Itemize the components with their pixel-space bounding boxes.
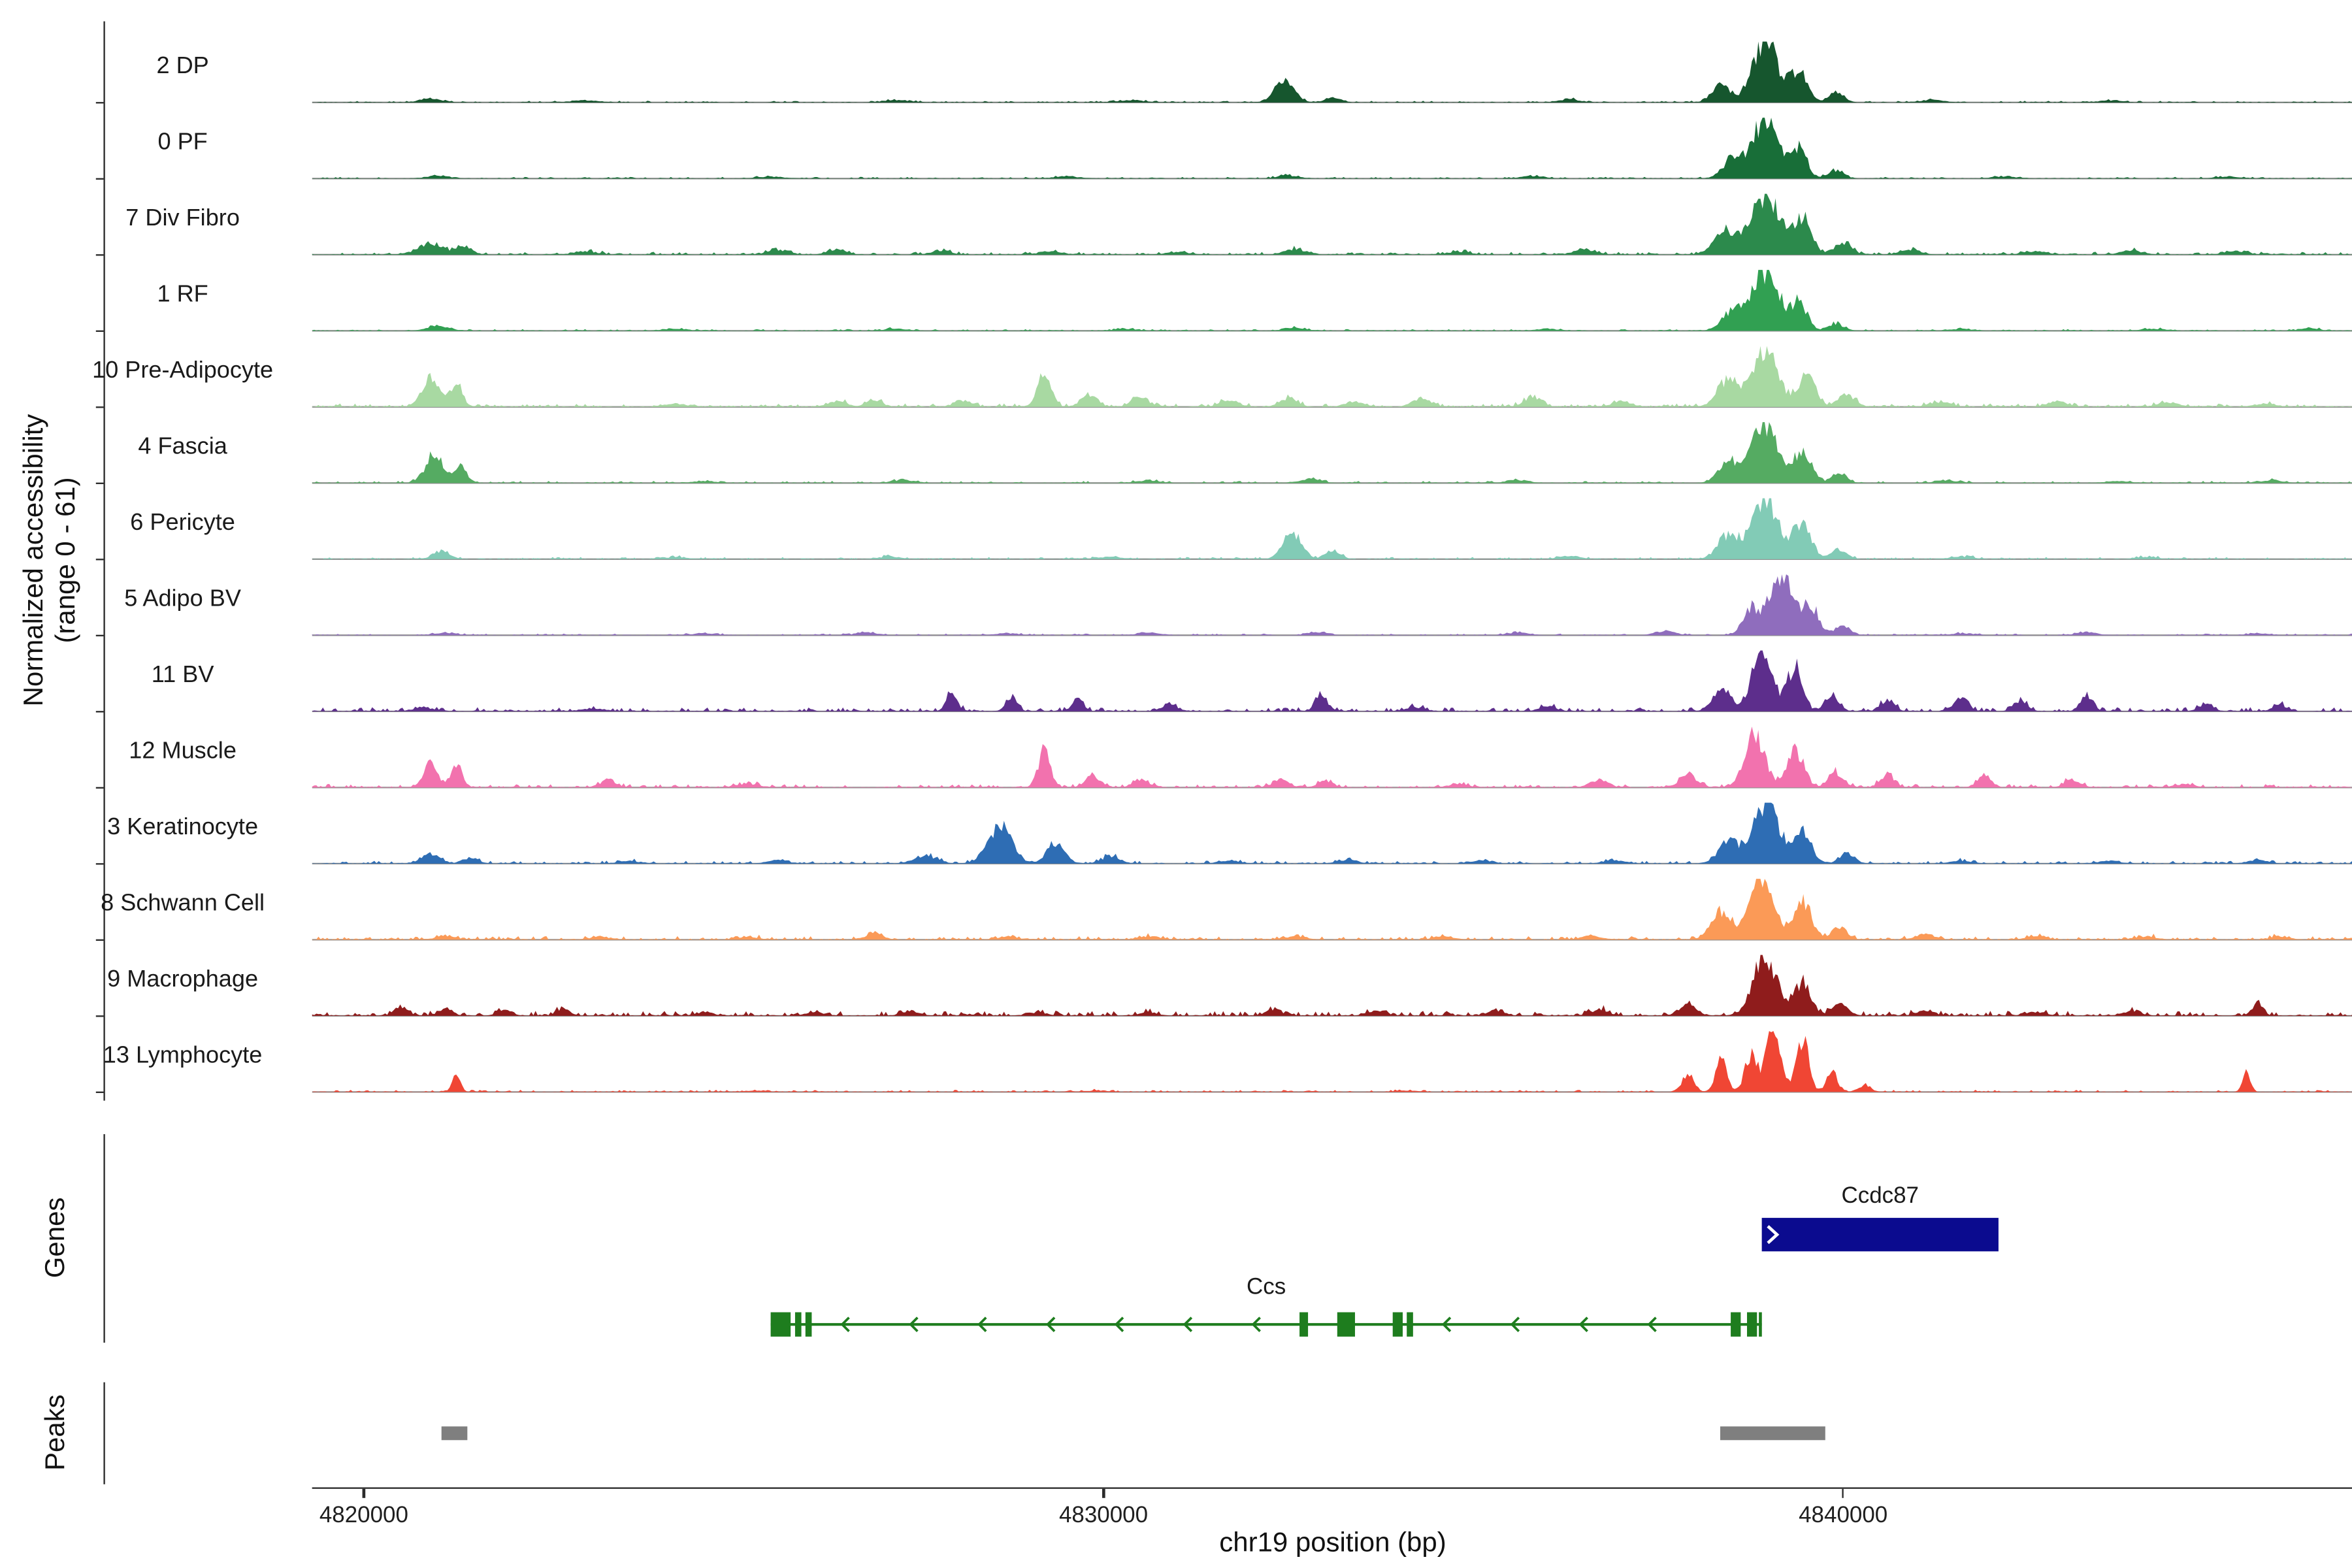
track-label: 12 Muscle [129,738,237,764]
track-label: 10 Pre-Adipocyte [92,357,274,384]
peak-region [1720,1426,1825,1441]
track-axis-tick [95,710,104,713]
track-row: 1 RF [0,255,2352,332]
x-axis-title: chr19 position (bp) [1219,1527,1446,1558]
genes-axis-line [103,1134,105,1343]
x-axis-tick-label: 4830000 [1058,1502,1149,1529]
track-axis-tick [95,406,104,408]
track-signal [312,498,2352,561]
track-row: 6 Pericyte [0,484,2352,561]
genes-section-label: Genes [39,1197,70,1279]
track-signal [312,270,2352,332]
track-axis-tick [95,634,104,636]
peak-region [441,1426,467,1441]
track-axis-tick [95,787,104,789]
x-axis-tick [1102,1488,1105,1498]
track-label: 6 Pericyte [130,510,235,536]
tracks-axis-line [103,21,105,1101]
track-label: 2 DP [156,53,209,80]
track-signal [312,802,2352,865]
peaks-axis-line [103,1382,105,1484]
track-signal [312,650,2352,713]
peaks-section-label: Peaks [39,1394,70,1471]
track-label: 11 BV [151,662,214,689]
track-label: 0 PF [157,129,208,155]
track-row: 8 Schwann Cell [0,864,2352,941]
track-signal [312,346,2352,408]
track-signal [312,879,2352,941]
track-row: 12 Muscle [0,712,2352,789]
track-label: 7 Div Fibro [125,205,240,232]
track-row: 13 Lymphocyte [0,1017,2352,1094]
track-signal [312,1031,2352,1093]
track-label: 1 RF [157,282,208,308]
x-axis-line [312,1487,2352,1490]
track-signal [312,41,2352,103]
track-signal [312,727,2352,789]
accessibility-tracks-panel: 2 DP 0 PF 7 Div Fibro 1 RF 10 Pre-Adipocyte 4… [0,27,2352,1094]
track-row: 2 DP [0,27,2352,104]
x-axis-tick-label: 4820000 [319,1502,408,1529]
track-row: 4 Fascia [0,408,2352,484]
track-axis-tick [95,482,104,484]
track-signal [312,422,2352,484]
x-axis-tick [363,1488,365,1498]
x-axis-tick-label: 4840000 [1799,1502,1888,1529]
track-row: 3 Keratinocyte [0,789,2352,865]
track-label: 13 Lymphocyte [103,1043,263,1069]
gene-label-ccs: Ccs [1246,1274,1286,1300]
track-axis-tick [95,939,104,941]
x-axis-tick [1842,1488,1844,1498]
track-label: 8 Schwann Cell [101,890,265,917]
track-axis-tick [95,330,104,332]
track-row: 0 PF [0,103,2352,180]
track-axis-tick [95,253,104,256]
track-row: 5 Adipo BV [0,560,2352,636]
track-axis-tick [95,101,104,104]
track-axis-tick [95,178,104,180]
track-label: 4 Fascia [138,434,227,460]
track-signal [312,574,2352,636]
track-label: 3 Keratinocyte [107,814,259,841]
track-label: 9 Macrophage [107,966,259,993]
track-signal [312,193,2352,255]
track-row: 9 Macrophage [0,941,2352,1017]
track-row: 10 Pre-Adipocyte [0,332,2352,408]
genes-track [770,1218,1999,1337]
track-row: 7 Div Fibro [0,180,2352,256]
track-label: 5 Adipo BV [124,586,241,612]
track-axis-tick [95,558,104,561]
track-axis-tick [95,862,104,865]
track-signal [312,118,2352,180]
track-axis-tick [95,1015,104,1017]
track-axis-tick [95,1091,104,1093]
track-row: 11 BV [0,636,2352,713]
track-signal [312,955,2352,1017]
gene-label-ccdc87: Ccdc87 [1841,1183,1919,1209]
